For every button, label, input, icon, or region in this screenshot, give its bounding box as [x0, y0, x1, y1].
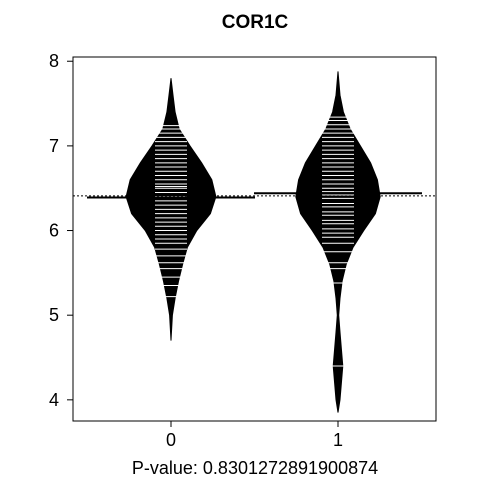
chart-title: COR1C	[222, 12, 289, 33]
y-tick-label-5: 5	[49, 305, 59, 325]
beans-layer	[87, 71, 422, 413]
y-tick-label-4: 4	[49, 390, 59, 410]
x-tick-label-1: 1	[333, 430, 343, 450]
x-axis-label: P-value: 0.8301272891900874	[132, 458, 378, 478]
y-axis: 4 5 6 7 8	[49, 51, 74, 410]
y-tick-label-6: 6	[49, 221, 59, 241]
y-tick-label-7: 7	[49, 136, 59, 156]
y-tick-label-8: 8	[49, 51, 59, 71]
x-tick-label-0: 0	[166, 430, 176, 450]
plot-frame	[72, 56, 437, 422]
bean-shape-group-1	[295, 71, 381, 413]
